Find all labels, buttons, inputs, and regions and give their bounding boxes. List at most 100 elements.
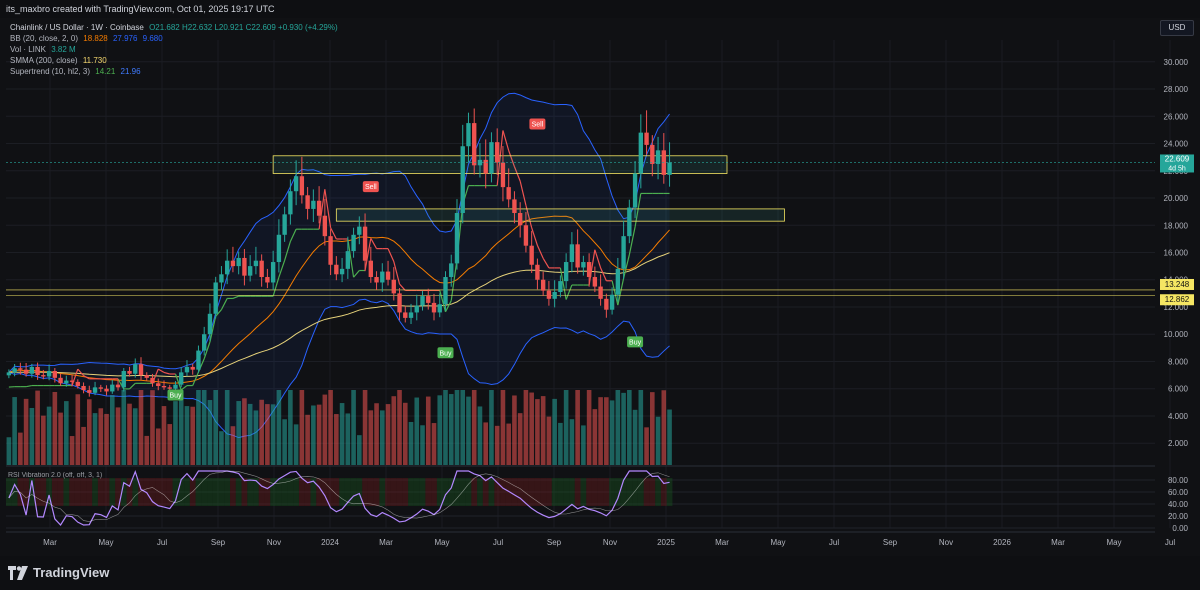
signal-label: Sell bbox=[365, 184, 377, 191]
candle-body bbox=[23, 369, 29, 374]
volume-bar bbox=[368, 410, 374, 465]
candle-body bbox=[173, 384, 178, 389]
tradingview-brand: TradingView bbox=[33, 565, 110, 580]
volume-bar bbox=[104, 413, 109, 465]
osc-band bbox=[281, 478, 288, 506]
smma-line bbox=[8, 252, 670, 378]
supertrend-segment bbox=[508, 150, 515, 167]
supertrend-segment bbox=[71, 368, 79, 386]
y-tick-label: 4.000 bbox=[1168, 412, 1189, 421]
supertrend-segment bbox=[353, 270, 360, 278]
volume-bar bbox=[414, 397, 420, 465]
supertrend-segment bbox=[617, 278, 625, 306]
osc-band bbox=[609, 478, 615, 506]
osc-band bbox=[465, 478, 472, 506]
last-price-countdown: 4d 5h bbox=[1168, 165, 1186, 172]
candle-body bbox=[345, 251, 351, 269]
volume-bar bbox=[609, 400, 615, 465]
sell-signal: Sell bbox=[529, 118, 546, 130]
volume-bar bbox=[35, 390, 40, 465]
osc-band bbox=[362, 478, 368, 506]
candle-body bbox=[127, 371, 132, 374]
volume-bar bbox=[115, 407, 121, 465]
volume-bar bbox=[224, 390, 230, 465]
volume-bar bbox=[87, 399, 92, 465]
x-tick-label: Mar bbox=[379, 538, 393, 547]
osc-band bbox=[172, 478, 179, 506]
volume-bar bbox=[6, 437, 12, 465]
supertrend-segment bbox=[399, 283, 406, 291]
candle-body bbox=[190, 366, 195, 370]
legend-bb-upper: 27.976 bbox=[112, 34, 138, 43]
candle-body bbox=[558, 281, 563, 293]
x-tick-label: Nov bbox=[603, 538, 617, 547]
volume-bar bbox=[339, 403, 345, 465]
osc-band bbox=[69, 478, 75, 506]
supertrend-segment bbox=[611, 280, 619, 306]
x-tick-label: Jul bbox=[1165, 538, 1175, 547]
volume-bar bbox=[431, 423, 437, 465]
x-tick-label: Sep bbox=[883, 538, 898, 547]
supertrend-segment bbox=[444, 300, 452, 313]
volume-bar bbox=[661, 390, 667, 465]
osc-band bbox=[603, 478, 610, 506]
volume-bar bbox=[563, 390, 569, 465]
osc-band bbox=[287, 478, 294, 506]
supertrend-segment bbox=[278, 260, 286, 278]
candle-body bbox=[196, 350, 201, 370]
osc-band bbox=[637, 478, 644, 506]
candle-body bbox=[385, 271, 391, 280]
osc-band bbox=[276, 478, 282, 506]
legend-st-name: Supertrend (10, hl2, 3) bbox=[10, 67, 91, 76]
supertrend-segment bbox=[77, 368, 85, 377]
x-tick-label: Nov bbox=[267, 538, 281, 547]
osc-band bbox=[161, 478, 167, 506]
candle-body bbox=[615, 268, 621, 295]
candle-body bbox=[529, 245, 534, 265]
tradingview-logo[interactable]: TradingView bbox=[8, 565, 109, 580]
supertrend-segment bbox=[129, 382, 136, 390]
volume-bar bbox=[569, 419, 575, 465]
supertrend-segment bbox=[450, 259, 458, 301]
candle-body bbox=[563, 262, 569, 282]
candle-body bbox=[667, 162, 672, 175]
osc-band bbox=[528, 478, 535, 506]
volume-bar bbox=[230, 426, 236, 465]
y-tick-label: 30.000 bbox=[1164, 58, 1189, 67]
x-tick-label: Jul bbox=[829, 538, 839, 547]
candle-body bbox=[202, 334, 207, 351]
candle-body bbox=[282, 214, 287, 235]
volume-bar bbox=[581, 425, 586, 465]
volume-bar bbox=[29, 407, 35, 465]
x-tick-label: Jul bbox=[157, 538, 167, 547]
candle-body bbox=[52, 371, 58, 378]
candle-body bbox=[276, 234, 282, 263]
candle-body bbox=[167, 387, 172, 389]
candle-body bbox=[288, 191, 293, 215]
osc-band bbox=[431, 478, 437, 506]
candle-body bbox=[420, 296, 425, 306]
signal-label: Buy bbox=[439, 350, 452, 357]
candle-body bbox=[460, 146, 465, 213]
osc-band bbox=[109, 478, 116, 506]
osc-band bbox=[402, 478, 409, 506]
candle-body bbox=[546, 290, 552, 299]
level-tag-value: 13.248 bbox=[1165, 280, 1190, 289]
candle-body bbox=[35, 366, 40, 376]
osc-band bbox=[569, 478, 575, 506]
volume-bar bbox=[632, 409, 638, 465]
candle-body bbox=[414, 305, 419, 313]
chart-area[interactable]: Mar May Jul Sep Nov 2024 Mar May Jul Sep Nov 2025 Ma… bbox=[0, 18, 1200, 556]
price-chart[interactable]: Mar May Jul Sep Nov 2024 Mar May Jul Sep Nov 2025 Ma… bbox=[0, 18, 1200, 556]
supertrend-segment bbox=[83, 375, 90, 380]
volume-bar bbox=[316, 404, 322, 465]
osc-band bbox=[218, 478, 225, 506]
osc-band bbox=[563, 478, 570, 506]
osc-band bbox=[23, 478, 29, 506]
volume-bar bbox=[109, 395, 115, 465]
candle-body bbox=[604, 298, 609, 310]
currency-button[interactable]: USD bbox=[1160, 20, 1194, 36]
volume-bar bbox=[391, 396, 397, 465]
supertrend-segment bbox=[536, 245, 544, 259]
osc-band bbox=[253, 478, 259, 506]
